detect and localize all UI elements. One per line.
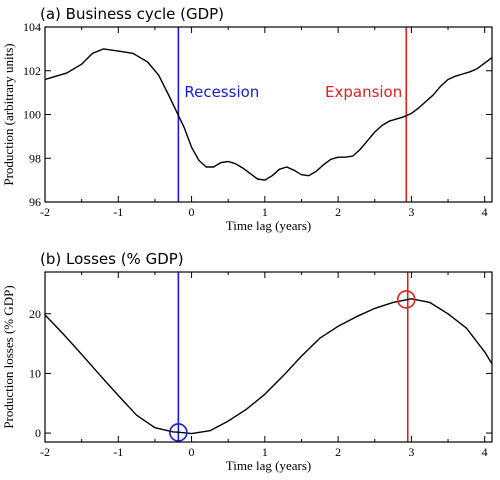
recession-label: Recession: [184, 83, 259, 101]
y-tick-label: 98: [29, 151, 41, 165]
panel-b-y-axis-label: Production losses (% GDP): [1, 285, 16, 428]
x-tick-label: 1: [262, 205, 268, 219]
y-tick-label: 0: [35, 426, 41, 440]
panel-business-cycle: (a) Business cycle (GDP) Time lag (years…: [1, 5, 493, 233]
x-tick-label: -2: [40, 445, 50, 459]
y-tick-label: 102: [23, 64, 41, 78]
x-tick-label: 0: [189, 205, 195, 219]
y-tick-label: 96: [29, 195, 41, 209]
plot-frame: [44, 26, 493, 203]
x-tick-label: 4: [482, 205, 488, 219]
panel-b-title: (b) Losses (% GDP): [40, 250, 184, 268]
x-tick-label: 2: [335, 205, 341, 219]
expansion-label: Expansion: [325, 83, 402, 101]
x-tick-label: 4: [482, 445, 488, 459]
x-tick-label: 3: [408, 205, 414, 219]
panel-a-x-axis-label: Time lag (years): [226, 218, 311, 233]
plot-frame: [44, 271, 493, 443]
series-line: [44, 48, 493, 181]
x-tick-label: 1: [262, 445, 268, 459]
x-tick-label: -1: [113, 205, 123, 219]
panel-b-x-axis-label: Time lag (years): [226, 458, 311, 473]
marker-circle-expansion: [396, 290, 416, 309]
x-tick-label: -2: [40, 205, 50, 219]
x-tick-label: 2: [335, 445, 341, 459]
series-line: [44, 298, 493, 435]
panel-a-y-axis-label: Production (arbitrary units): [1, 43, 16, 185]
panel-a-title: (a) Business cycle (GDP): [40, 5, 224, 23]
y-tick-label: 104: [23, 20, 41, 34]
x-tick-label: -1: [113, 445, 123, 459]
x-tick-label: 0: [189, 445, 195, 459]
marker-circle-recession: [169, 423, 188, 442]
y-tick-label: 100: [23, 108, 41, 122]
x-tick-label: 3: [408, 445, 414, 459]
y-tick-label: 20: [29, 307, 41, 321]
y-tick-label: 10: [29, 366, 41, 380]
panel-losses: (b) Losses (% GDP) Time lag (years) Prod…: [1, 250, 493, 473]
